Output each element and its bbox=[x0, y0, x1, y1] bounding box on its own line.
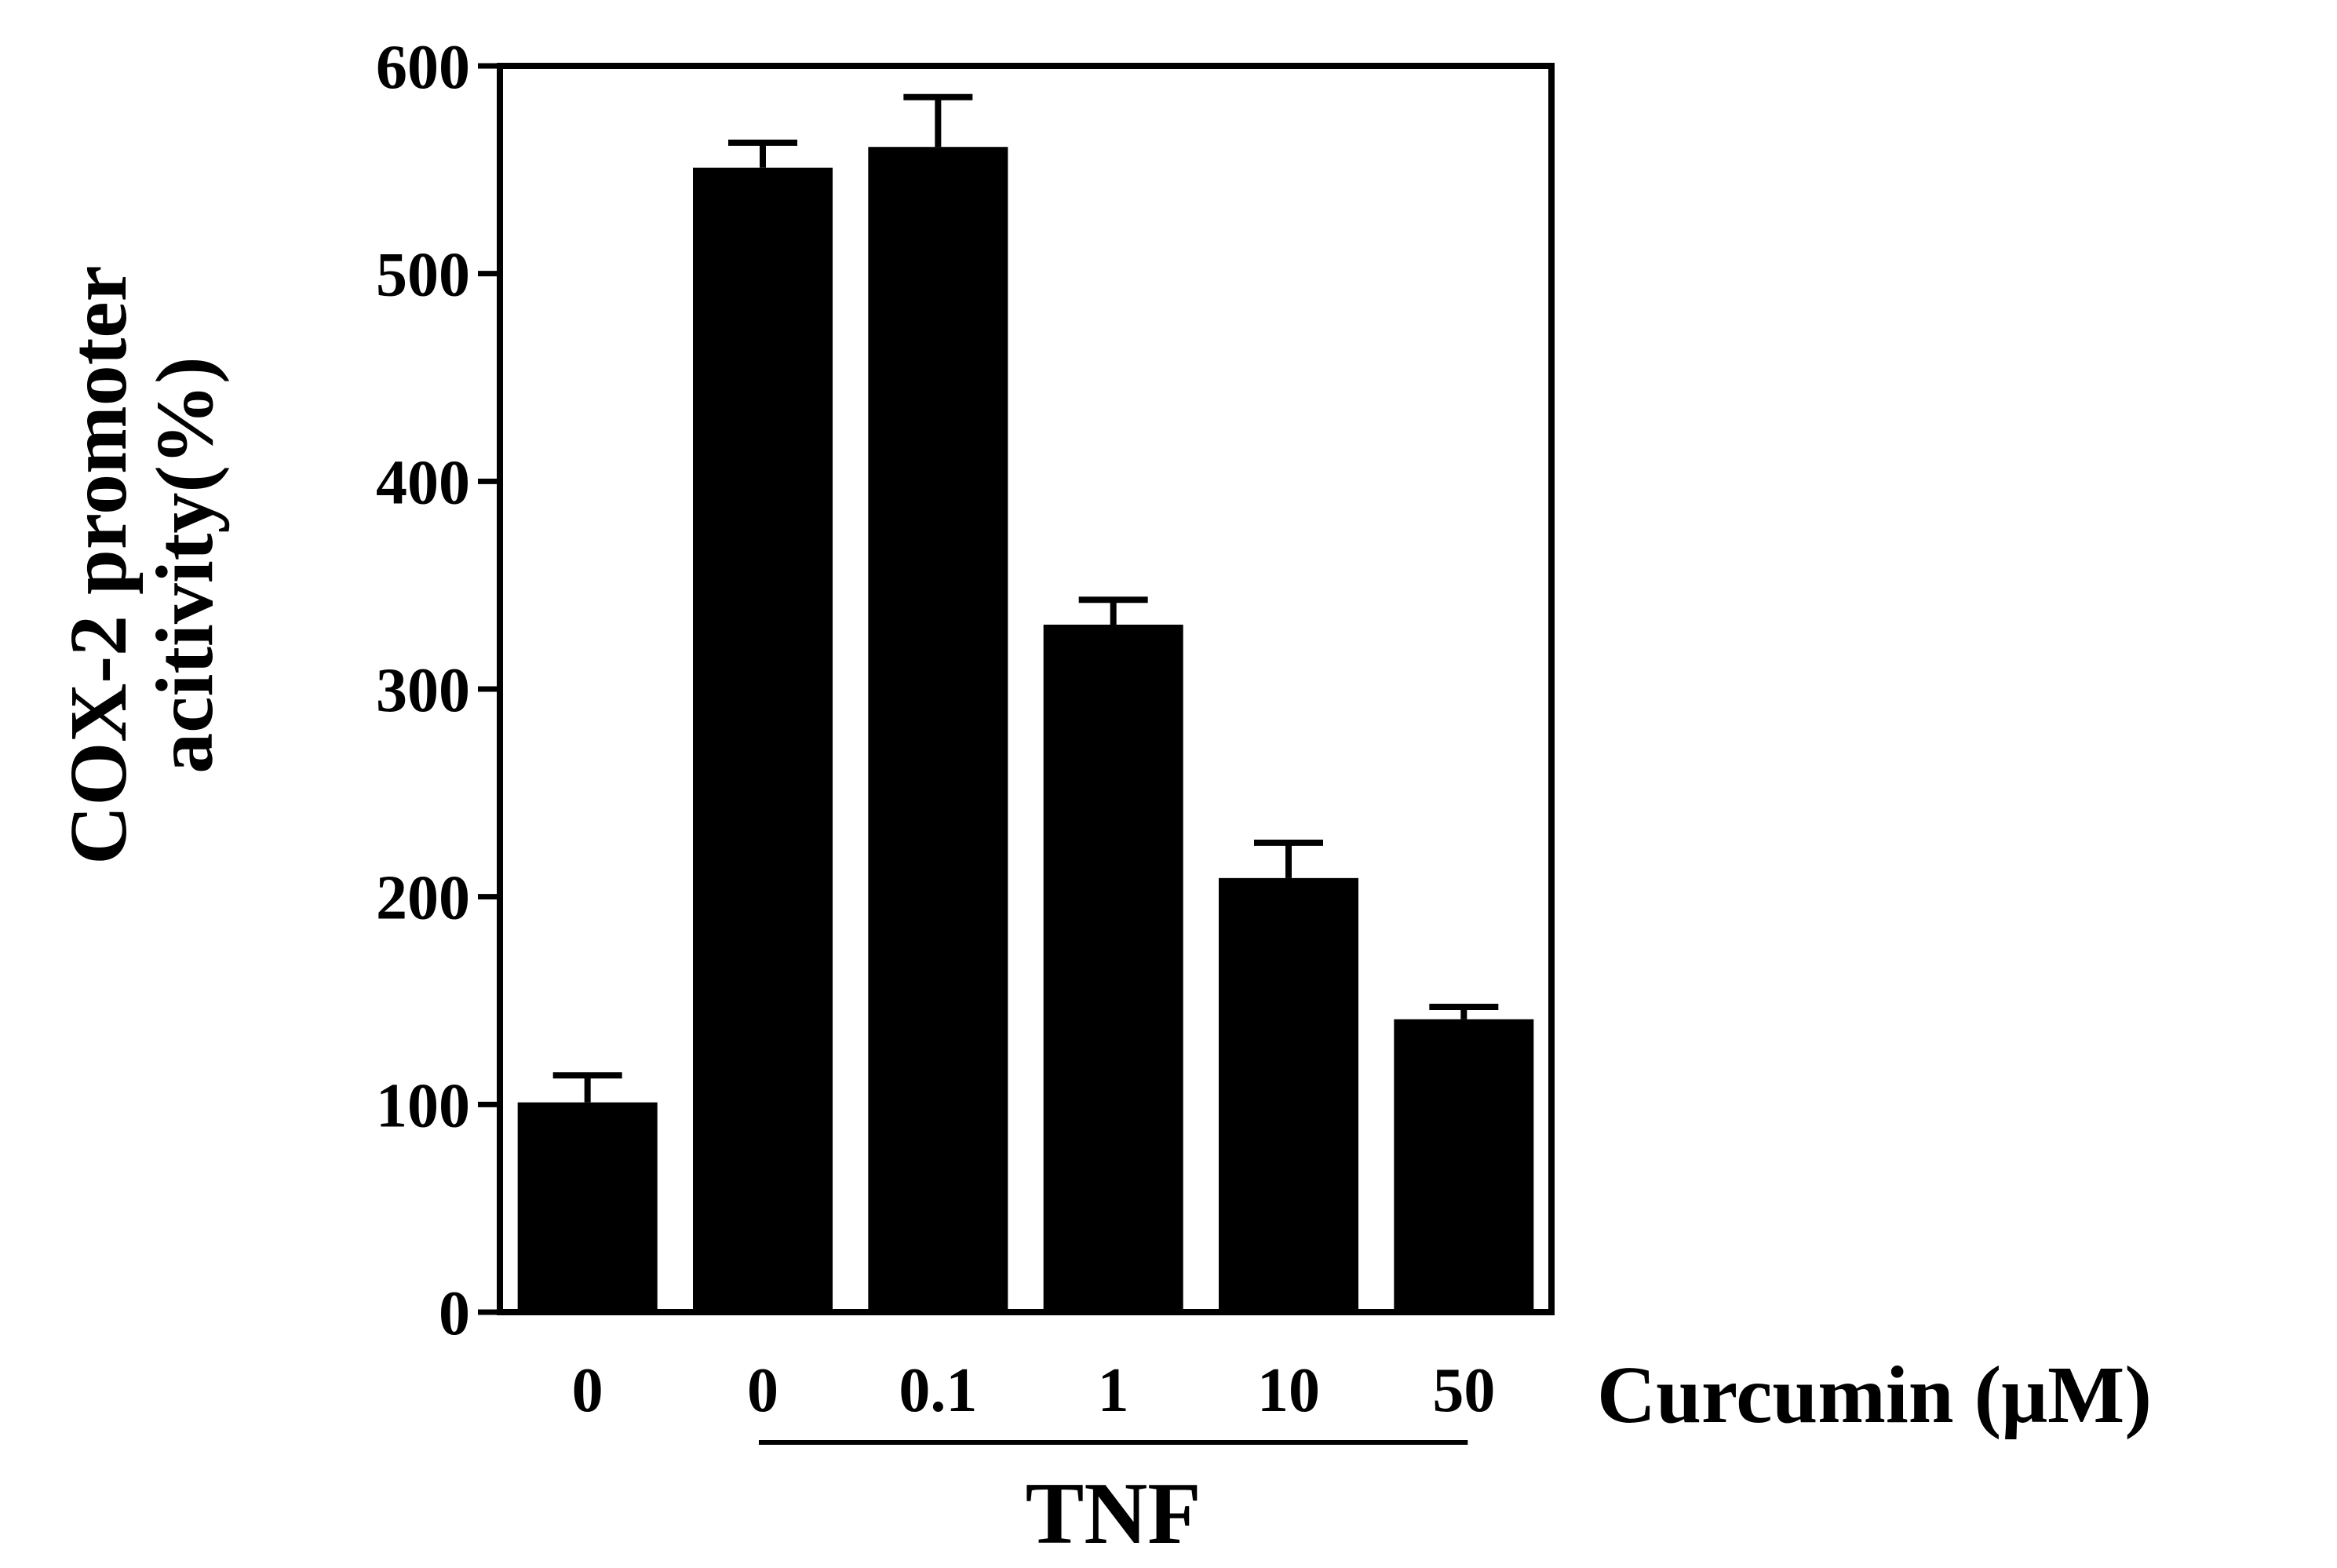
y-tick-label: 0 bbox=[439, 1279, 470, 1348]
y-axis-title-line-1: COX-2 promoter bbox=[53, 265, 144, 864]
x-axis-labels: 0 0 0.1 1 10 50 bbox=[572, 1356, 1496, 1425]
bar bbox=[1394, 1019, 1534, 1312]
x-category-label: 0.1 bbox=[899, 1356, 977, 1425]
y-axis-title: COX-2 promoter acitivity(%) bbox=[53, 265, 230, 864]
y-tick-label: 400 bbox=[376, 448, 470, 517]
y-tick-label: 200 bbox=[376, 864, 470, 933]
tnf-group-label: TNF bbox=[1026, 1465, 1201, 1563]
x-axis-unit-label: Curcumin (μM) bbox=[1597, 1350, 2152, 1440]
x-category-label: 0 bbox=[572, 1356, 603, 1425]
x-category-label: 1 bbox=[1098, 1356, 1129, 1425]
bars-group bbox=[517, 147, 1534, 1313]
error-bars-group bbox=[552, 93, 1499, 1103]
y-tick-label: 100 bbox=[376, 1071, 470, 1140]
bar bbox=[1043, 624, 1183, 1312]
y-tick-label: 500 bbox=[376, 241, 470, 310]
bar bbox=[517, 1102, 658, 1312]
x-category-label: 10 bbox=[1257, 1356, 1320, 1425]
x-category-label: 50 bbox=[1432, 1356, 1495, 1425]
y-axis-title-line-2: acitivity(%) bbox=[140, 356, 230, 773]
bar bbox=[868, 147, 1008, 1313]
y-axis: 0 100 200 300 400 500 600 bbox=[376, 33, 500, 1348]
y-tick-label: 600 bbox=[376, 33, 470, 102]
y-tick-label: 300 bbox=[376, 656, 470, 725]
bar bbox=[1219, 877, 1358, 1312]
bar bbox=[693, 167, 833, 1313]
x-category-label: 0 bbox=[747, 1356, 778, 1425]
plot-frame bbox=[497, 63, 1555, 1315]
